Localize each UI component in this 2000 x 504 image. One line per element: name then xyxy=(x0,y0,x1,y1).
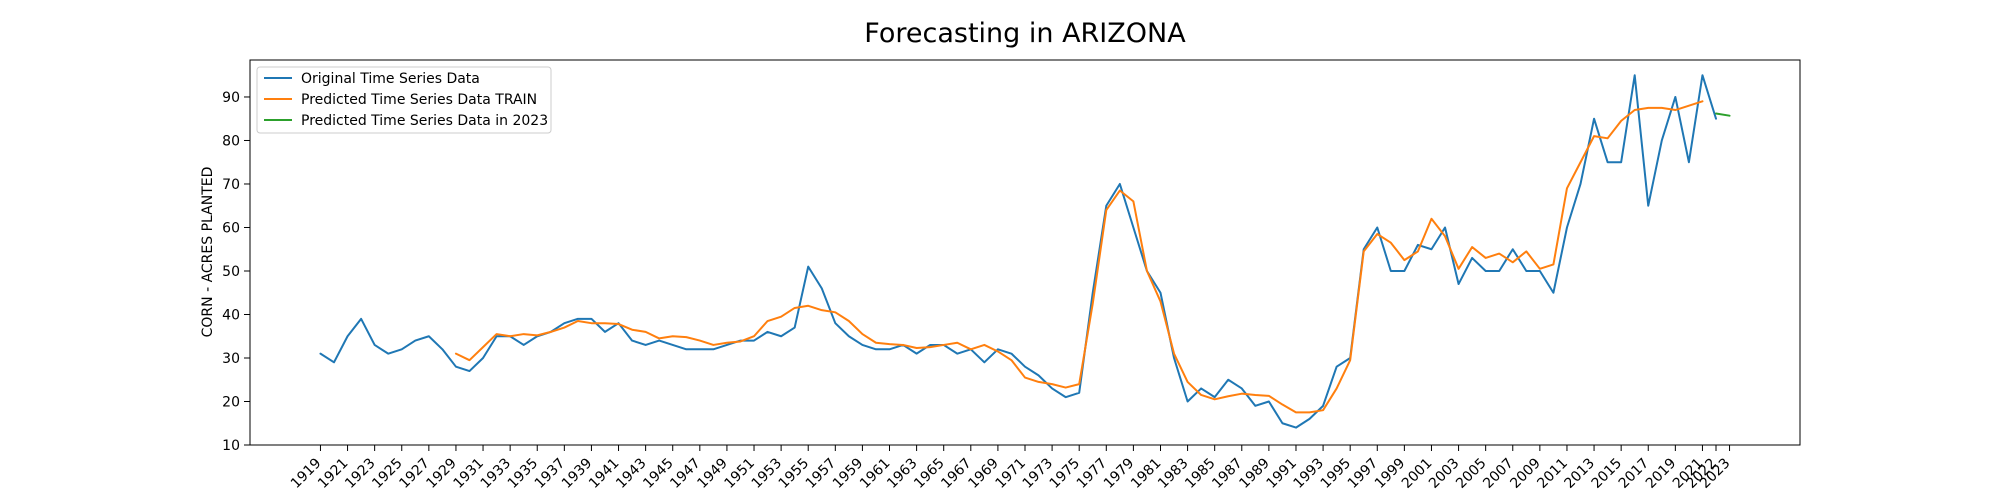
x-tick-label: 1995 xyxy=(1318,455,1355,492)
x-tick-label: 1969 xyxy=(965,455,1002,492)
x-tick-label: 1985 xyxy=(1182,455,1219,492)
x-tick-label: 1999 xyxy=(1372,455,1409,492)
x-axis: 1919192119231925192719291931193319351937… xyxy=(288,445,1734,492)
x-tick-label: 1981 xyxy=(1128,455,1165,492)
x-tick-label: 1939 xyxy=(559,455,596,492)
legend-label-forecast: Predicted Time Series Data in 2023 xyxy=(301,113,548,129)
x-tick-label: 2011 xyxy=(1534,455,1571,492)
y-tick-label: 30 xyxy=(222,351,240,367)
y-axis: 10 20 30 40 50 60 70 80 90 xyxy=(222,90,250,454)
y-tick-label: 60 xyxy=(222,220,240,236)
x-tick-label: 1973 xyxy=(1020,455,1057,492)
legend-label-original: Original Time Series Data xyxy=(301,71,480,87)
chart-title: Forecasting in ARIZONA xyxy=(864,18,1186,49)
y-tick-label: 10 xyxy=(222,438,240,454)
x-tick-label: 1945 xyxy=(640,455,677,492)
x-tick-label: 1947 xyxy=(667,455,704,492)
x-tick-label: 2017 xyxy=(1616,455,1653,492)
x-tick-label: 2013 xyxy=(1562,455,1599,492)
x-tick-label: 1941 xyxy=(586,455,623,492)
x-tick-label: 1965 xyxy=(911,455,948,492)
x-tick-label: 1957 xyxy=(803,455,840,492)
x-tick-label: 2019 xyxy=(1643,455,1680,492)
x-tick-label: 1967 xyxy=(938,455,975,492)
y-axis-label: CORN - ACRES PLANTED xyxy=(200,167,216,338)
x-tick-label: 1983 xyxy=(1155,455,1192,492)
x-tick-label: 1987 xyxy=(1209,455,1246,492)
x-tick-label: 1933 xyxy=(478,455,515,492)
x-tick-label: 1955 xyxy=(776,455,813,492)
y-tick-label: 40 xyxy=(222,307,240,323)
x-tick-label: 1979 xyxy=(1101,455,1138,492)
x-tick-label: 1935 xyxy=(505,455,542,492)
x-tick-label: 1971 xyxy=(992,455,1029,492)
x-tick-label: 1927 xyxy=(396,455,433,492)
x-tick-label: 2015 xyxy=(1589,455,1626,492)
y-tick-label: 80 xyxy=(222,133,240,149)
x-tick-label: 1963 xyxy=(884,455,921,492)
x-tick-label: 1991 xyxy=(1263,455,1300,492)
x-tick-label: 1961 xyxy=(857,455,894,492)
x-tick-label: 1925 xyxy=(369,455,406,492)
x-tick-label: 1949 xyxy=(694,455,731,492)
y-tick-label: 90 xyxy=(222,90,240,106)
x-tick-label: 1931 xyxy=(451,455,488,492)
x-tick-label: 1943 xyxy=(613,455,650,492)
x-tick-label: 1997 xyxy=(1345,455,1382,492)
y-tick-label: 50 xyxy=(222,264,240,280)
x-tick-label: 1929 xyxy=(423,455,460,492)
x-tick-label: 1977 xyxy=(1074,455,1111,492)
legend-label-train: Predicted Time Series Data TRAIN xyxy=(301,92,537,108)
x-tick-label: 2003 xyxy=(1426,455,1463,492)
x-tick-label: 1975 xyxy=(1047,455,1084,492)
series-train-line xyxy=(454,100,1704,414)
x-tick-label: 1951 xyxy=(722,455,759,492)
x-tick-label: 1937 xyxy=(532,455,569,492)
x-tick-label: 2009 xyxy=(1507,455,1544,492)
x-tick-label: 2007 xyxy=(1480,455,1517,492)
legend-box xyxy=(256,66,552,134)
legend: Original Time Series Data Predicted Time… xyxy=(256,66,552,134)
x-tick-label: 1959 xyxy=(830,455,867,492)
x-tick-label: 1921 xyxy=(315,455,352,492)
x-tick-label: 1953 xyxy=(749,455,786,492)
x-tick-label: 1989 xyxy=(1236,455,1273,492)
series-forecast-line xyxy=(1715,112,1731,117)
x-tick-label: 1919 xyxy=(288,455,325,492)
y-tick-label: 70 xyxy=(222,177,240,193)
x-tick-label: 1993 xyxy=(1291,455,1328,492)
x-tick-label: 2005 xyxy=(1453,455,1490,492)
series-layer xyxy=(319,74,1731,429)
x-tick-label: 1923 xyxy=(342,455,379,492)
y-tick-label: 20 xyxy=(222,394,240,410)
x-tick-label: 2001 xyxy=(1399,455,1436,492)
